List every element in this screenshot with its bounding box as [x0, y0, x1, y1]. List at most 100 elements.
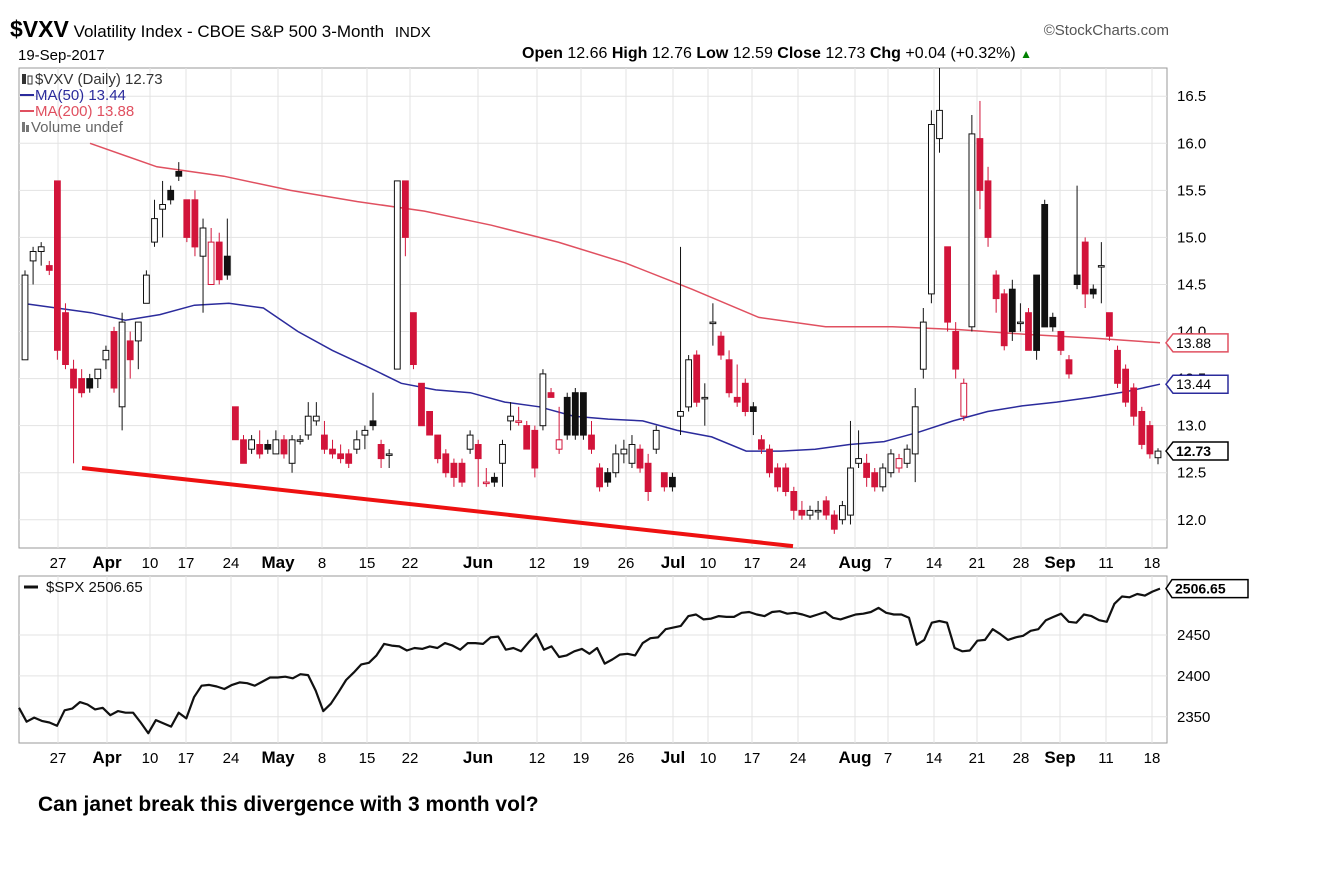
spx-x-tick-label: 24 [223, 750, 240, 767]
candle [1097, 242, 1105, 304]
candle-body [264, 444, 272, 450]
candle-body [143, 274, 150, 304]
chg-label: Chg [869, 45, 901, 62]
spx-y-tick-label: 2400 [1177, 668, 1210, 685]
candle [1008, 279, 1016, 341]
candle-body [863, 462, 871, 478]
candle-body [312, 415, 320, 422]
candle [644, 453, 652, 501]
candle [1017, 303, 1024, 332]
candle [976, 100, 984, 210]
candle [903, 444, 911, 468]
ohlc-summary: Open 12.66 High 12.76 Low 12.59 Close 12… [522, 45, 1032, 63]
price-x-tick-label: 27 [50, 555, 67, 572]
candle-body [191, 199, 199, 248]
candle-body [588, 434, 595, 450]
candle-body [774, 467, 782, 488]
candle [628, 435, 636, 468]
candle [345, 449, 353, 468]
candle [312, 402, 320, 426]
spx-x-tick-label: 15 [359, 750, 376, 767]
chart-date: 19-Sep-2017 [18, 47, 105, 64]
candle-body [256, 444, 264, 455]
candle-body [790, 491, 798, 511]
candle-body [353, 439, 361, 450]
candle [402, 180, 409, 257]
candle [1057, 331, 1065, 356]
candle [232, 406, 239, 441]
candle-body [199, 227, 207, 257]
candle-body [911, 406, 919, 455]
open-label: Open [522, 45, 563, 62]
candle [321, 420, 328, 454]
spx-line [18, 587, 1161, 735]
candle [596, 463, 604, 492]
candle [563, 392, 571, 440]
candle [669, 472, 676, 492]
candle-body [919, 321, 927, 370]
candle [296, 435, 304, 445]
candle-body [21, 274, 29, 361]
candle [151, 199, 158, 247]
candle [248, 435, 255, 454]
candle-body [369, 420, 377, 427]
candle [604, 468, 612, 487]
candle [677, 246, 684, 436]
price-y-tick-label: 15.0 [1177, 229, 1206, 246]
candle-body [1154, 450, 1162, 459]
candle-body [758, 439, 765, 450]
candle-body [960, 382, 968, 417]
symbol: $VXV [10, 16, 69, 42]
candle-body [903, 448, 911, 464]
candle [70, 359, 77, 464]
candle [240, 435, 247, 464]
candle [620, 439, 628, 464]
candle [952, 322, 960, 379]
candle-body [1081, 241, 1089, 295]
candle-body [482, 481, 490, 485]
candle-body [45, 265, 53, 271]
candle-body [1000, 293, 1008, 347]
price-x-tick-label: Apr [92, 553, 122, 572]
high-label: High [611, 45, 648, 62]
candle-body [628, 444, 636, 464]
spx-x-tick-label: 22 [402, 750, 419, 767]
spx-x-tick-label: Jul [661, 748, 686, 767]
price-x-tick-label: May [261, 553, 295, 572]
candle-body [766, 448, 773, 474]
candle [515, 406, 523, 426]
candle-body [410, 312, 417, 366]
candle-body [806, 509, 814, 516]
chart-title: $VXV Volatility Index - CBOE S&P 500 3-M… [10, 16, 431, 43]
candle [1114, 345, 1121, 388]
candle-body [1146, 425, 1154, 455]
candle [701, 383, 709, 426]
candle-body [434, 434, 442, 460]
candle-body [418, 382, 425, 427]
candle-body [442, 453, 450, 474]
spx-x-tick-label: 17 [744, 750, 761, 767]
spx-x-tick-label: 11 [1098, 750, 1114, 767]
candle [54, 180, 61, 360]
candle-body [660, 472, 668, 488]
candle [847, 420, 854, 525]
spx-x-tick-label: Sep [1044, 748, 1075, 767]
candle [588, 420, 595, 454]
candle-body [393, 180, 401, 370]
candle [555, 406, 563, 454]
candle-body [474, 444, 482, 460]
candle [337, 444, 345, 464]
candle [474, 439, 482, 487]
candle-body [936, 109, 943, 140]
price-x-tick-label: Jun [463, 553, 493, 572]
candle [126, 331, 134, 379]
candle-body [1114, 349, 1121, 384]
candle-body [1089, 288, 1097, 295]
candle-legend-icon [27, 75, 33, 85]
candle-body [385, 453, 393, 456]
candle [385, 449, 393, 468]
candle-body [78, 378, 85, 394]
candle [78, 369, 85, 398]
price-x-tick-label: 21 [969, 555, 986, 572]
candle-body [126, 340, 134, 361]
